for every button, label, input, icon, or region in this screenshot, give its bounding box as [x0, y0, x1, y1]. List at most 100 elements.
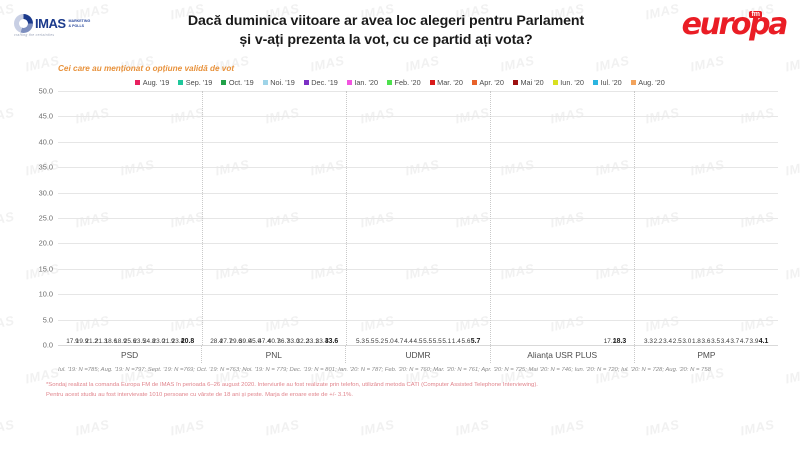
legend-swatch-icon	[429, 80, 435, 85]
bar-value-label: 5.5	[432, 337, 442, 345]
x-axis: PSD PNL UDMR Alianța USR PLUS PMP	[58, 345, 778, 363]
legend-swatch-icon	[387, 80, 393, 85]
y-axis-tick-label: 50.0	[38, 86, 53, 96]
bar-value-label: 47.4	[258, 337, 271, 345]
y-axis-tick-label: 25.0	[38, 213, 53, 223]
bar-group-psd: 17.9 19.9 21.2 21.3 18.6 18.9 25.6 23.5 24.8 23.0…	[58, 91, 202, 345]
legend-label: Aug. '20	[638, 78, 665, 87]
footnote-methodology-line-2: Pentru acest studiu au fost intervievate…	[46, 391, 353, 398]
x-axis-category-label: PNL	[202, 346, 347, 363]
bar-value-label: 18.9	[114, 337, 127, 345]
bar-value-label: 3.6	[701, 337, 711, 345]
bar-value-label: 3.5	[711, 337, 721, 345]
bar-value-label: 17.9	[66, 337, 79, 345]
title-line-2: și v-ați prezenta la vot, cu ce partid a…	[239, 32, 533, 49]
legend-label: Ian. '20	[354, 78, 379, 87]
bar-value-label: 5.6	[461, 337, 471, 345]
legend-label: Feb. '20	[394, 78, 421, 87]
legend-item-0[interactable]: Aug. '19	[135, 78, 169, 87]
bar-value-label: 5.7	[470, 337, 481, 345]
footnote-methodology-line-1: *Sondaj realizat la comanda Europa FM de…	[46, 382, 538, 389]
page-title: Dacă duminica viitoare ar avea loc alege…	[106, 8, 666, 50]
x-axis-category-label: PMP	[697, 350, 716, 360]
legend-item-2[interactable]: Oct. '19	[221, 78, 254, 87]
bar-value-label: 1.8	[691, 337, 701, 345]
legend-swatch-icon	[512, 80, 518, 85]
legend-item-8[interactable]: Apr. '20	[471, 78, 504, 87]
legend-item-6[interactable]: Feb. '20	[387, 78, 421, 87]
bar-value-label: 17.2	[603, 337, 617, 345]
group-separator	[490, 91, 491, 345]
bar-groups: 17.9 19.9 21.2 21.3 18.6 18.9 25.6 23.5 24.8 23.0…	[58, 91, 778, 345]
legend-swatch-icon	[471, 80, 477, 85]
bar-value-label: 3.4	[663, 337, 673, 345]
chart-subtitle: Cei care au menționat o opțiune validă d…	[58, 64, 235, 73]
legend-item-1[interactable]: Sep. '19	[178, 78, 212, 87]
y-axis-tick-label: 0.0	[42, 340, 53, 350]
bar-value-label: 40.7	[267, 337, 281, 345]
bar-value-label: 20.8	[180, 337, 195, 345]
legend-swatch-icon	[346, 80, 352, 85]
gridline	[58, 141, 778, 143]
chart-legend: Aug. '19 Sep. '19 Oct. '19 Noi. '19 Dec. '19…	[0, 76, 800, 91]
bar-value-label: 4.4	[403, 337, 413, 345]
imas-logo-name: IMAS	[35, 16, 66, 31]
legend-label: Sep. '19	[185, 78, 213, 87]
bar-value-label: 39.0	[238, 337, 252, 345]
chart-area: 17.9 19.9 21.2 21.3 18.6 18.9 25.6 23.5 24.8 23.0…	[39, 87, 778, 363]
gridline	[58, 192, 778, 194]
footnote-sample-sizes: Iul. '19: N =785; Aug. '19: N =797; Sept…	[58, 367, 711, 373]
bar-group-pnl: 28.4 27.7 29.6 39.0 45.0 47.4 40.7 36.7 33.0 32.2…	[202, 91, 346, 345]
bar-value-label: 33.6	[324, 337, 339, 345]
legend-swatch-icon	[552, 80, 558, 85]
legend-swatch-icon	[303, 80, 309, 85]
legend-swatch-icon	[178, 80, 184, 85]
bar-value-label: 3.7	[730, 337, 740, 345]
legend-label: Dec. '19	[311, 78, 338, 87]
legend-item-12[interactable]: Aug. '20	[630, 78, 665, 87]
bar-value-label: 5.3	[355, 337, 365, 345]
bar-value-label: 27.7	[219, 337, 233, 345]
bar-value-label: 5.0	[384, 337, 394, 345]
bar-value-label: 21.9	[162, 337, 175, 345]
legend-item-7[interactable]: Mar. '20	[429, 78, 463, 87]
y-axis-tick-label: 10.0	[38, 289, 53, 299]
bar-value-label: 33.1	[306, 337, 319, 345]
bar-value-label: 3.4	[720, 337, 730, 345]
europa-fm-logo: europa fm	[666, 8, 789, 40]
bar-value-label: 33.0	[286, 337, 300, 345]
legend-item-9[interactable]: Mai '20	[512, 78, 544, 87]
plot-region: 17.9 19.9 21.2 21.3 18.6 18.9 25.6 23.5 24.8 23.0…	[39, 87, 778, 350]
bar-value-label: 23.5	[133, 337, 146, 345]
bar-value-label: 3.0	[682, 337, 692, 345]
legend-item-10[interactable]: Iun. '20	[552, 78, 584, 87]
legend-item-11[interactable]: Iul. '20	[592, 78, 622, 87]
bar-group-udmr: 5.3 5.5 5.2 5.0 4.7 4.4 4.5 5.5 5.5 5.1 1.4 5.6 5.7	[346, 91, 490, 345]
bar-value-label: 21.3	[94, 337, 108, 345]
group-separator	[634, 91, 635, 345]
bar-value-label: 4.1	[758, 337, 769, 345]
legend-label: Apr. '20	[479, 78, 504, 87]
legend-item-5[interactable]: Ian. '20	[346, 78, 379, 87]
legend-item-3[interactable]: Noi. '19	[262, 78, 295, 87]
gridline	[58, 243, 778, 245]
gridline	[58, 218, 778, 219]
bar-value-label: 1.4	[451, 337, 461, 345]
bar-value-label: 5.1	[442, 337, 452, 345]
gridline	[58, 319, 778, 321]
x-axis-category-label: Alianța USR PLUS	[491, 346, 635, 363]
legend-swatch-icon	[221, 80, 227, 85]
bar-value-label: 4.5	[413, 337, 423, 345]
legend-label: Mar. '20	[437, 78, 463, 87]
legend-swatch-icon	[135, 80, 141, 85]
bar-value-label: 18.6	[104, 337, 118, 345]
legend-item-4[interactable]: Dec. '19	[303, 78, 338, 87]
bar-group-pmp: 3.3 2.2 3.4 2.5 3.0 1.8 3.6 3.5 3.4 3.7 4.7 3.9 4.1	[634, 91, 778, 345]
bar-group-alian-a-usr-plus: 17.2 18.3	[490, 91, 634, 345]
bar-value-label: 4.7	[739, 337, 749, 345]
imas-logo-tagline: crafting the certainties	[14, 33, 55, 37]
header: IMAS MARKETING & POLLS crafting the cert…	[0, 0, 800, 62]
gridline	[58, 116, 778, 118]
legend-label: Oct. '19	[228, 78, 254, 87]
group-separator	[202, 91, 203, 345]
